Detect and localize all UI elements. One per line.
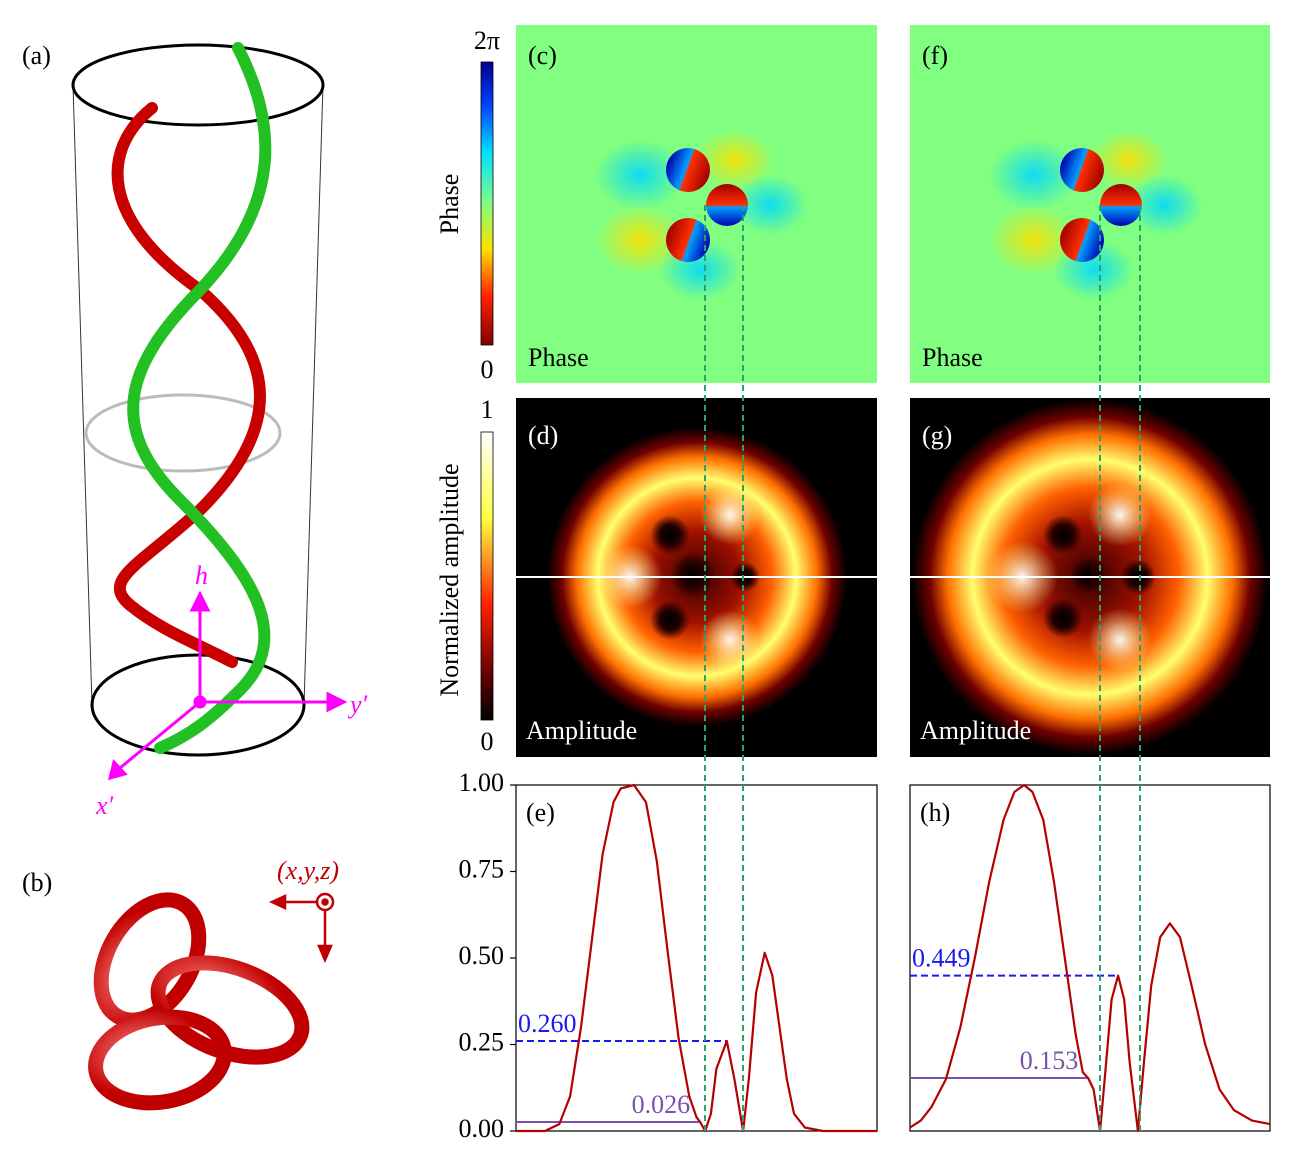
y-tick-label: 0.75 [459, 854, 505, 883]
guide-lines [704, 205, 1141, 1131]
panel-label: (c) [528, 41, 557, 70]
panel-label: (b) [22, 868, 52, 897]
panel-label: (g) [922, 421, 952, 450]
image-label: Amplitude [920, 716, 1031, 745]
phase-colorbar [480, 61, 494, 346]
colorbar-label: Normalized amplitude [435, 463, 464, 696]
axis-label: h [195, 561, 208, 590]
panel-label: (a) [22, 41, 51, 70]
image-label: Phase [528, 343, 589, 372]
colorbar-label: Phase [435, 174, 464, 235]
axis-label: x′ [95, 791, 114, 820]
amplitude-image [516, 398, 877, 757]
panel-label: (h) [920, 798, 950, 827]
trefoil-knot [88, 892, 310, 1111]
y-tick-label: 0.00 [459, 1114, 505, 1143]
level-label: 0.260 [518, 1009, 577, 1038]
plot-frame [515, 784, 878, 1132]
level-label: 0.026 [632, 1090, 691, 1119]
axis-label: y′ [347, 690, 368, 719]
phase-image [910, 25, 1270, 383]
frame-label: (x,y,z) [277, 856, 339, 885]
amplitude-colorbar [480, 431, 494, 721]
y-tick-label: 1.00 [459, 768, 505, 797]
plot-frame [909, 784, 1271, 1132]
profile-line [516, 783, 877, 1133]
amplitude-image [910, 398, 1270, 757]
colorbar-max: 2π [474, 26, 500, 55]
plots: 0.00 0.25 0.50 0.75 1.00 0.260 0.026 (e) 0.449 0.… [459, 768, 1271, 1143]
helix-3d [71, 42, 348, 781]
y-tick-label: 0.25 [459, 1027, 505, 1056]
panel-label: (f) [922, 41, 948, 70]
phase-image [516, 25, 877, 383]
frame-arrows [269, 892, 335, 964]
level-label: 0.153 [1020, 1046, 1079, 1075]
panel-label: (d) [528, 421, 558, 450]
colorbar-min: 0 [481, 727, 494, 756]
image-label: Amplitude [526, 716, 637, 745]
profile-line [909, 783, 1271, 1133]
colorbar-max: 1 [481, 395, 494, 424]
level-label: 0.449 [912, 944, 971, 973]
colorbar-min: 0 [481, 355, 494, 384]
panel-label: (e) [526, 798, 555, 827]
image-label: Phase [922, 343, 983, 372]
y-tick-label: 0.50 [459, 941, 505, 970]
